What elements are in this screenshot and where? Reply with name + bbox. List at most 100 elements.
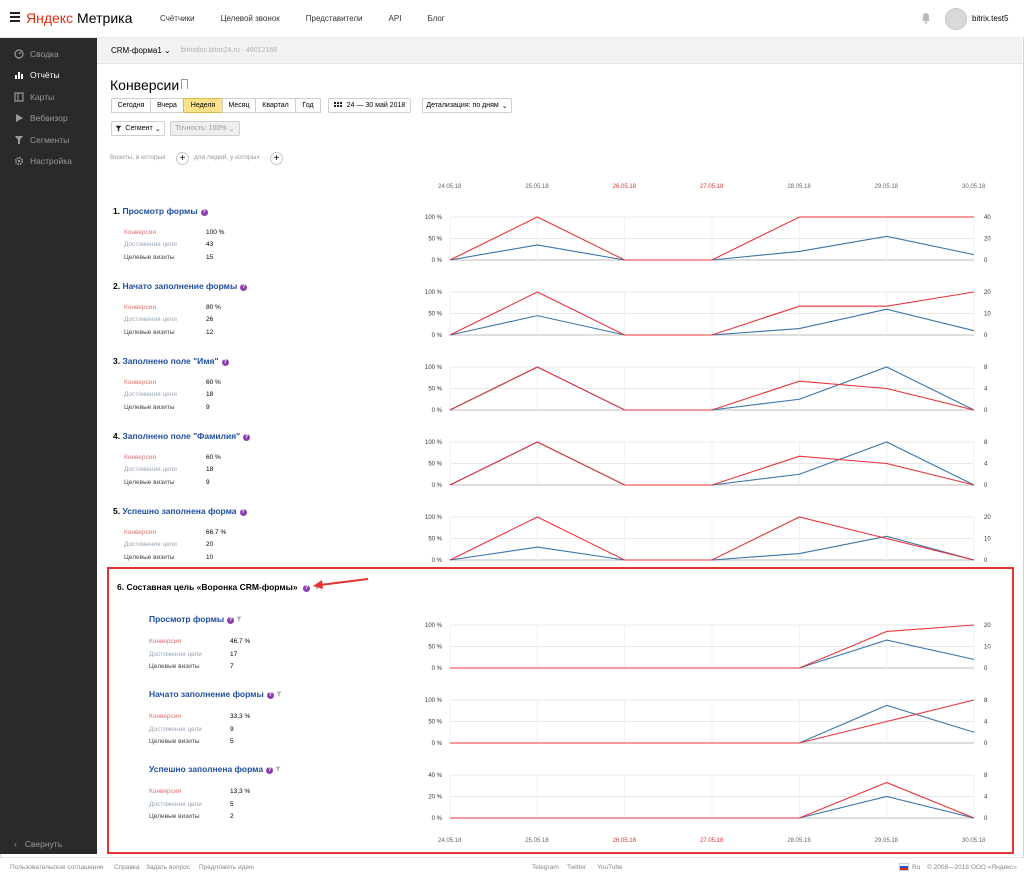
segment-button[interactable]: Сегмент ⌄ <box>111 121 165 136</box>
footer-link-telegram[interactable]: Telegram <box>532 864 559 871</box>
add-visits-condition-button[interactable]: + <box>176 152 189 165</box>
conversion-value: 13,3 % <box>230 788 251 795</box>
sidebar-item-summary[interactable]: Сводка <box>0 44 97 64</box>
counter-bar: CRM-форма1 ⌄ bitrixdoc.bitrix24.ru · 490… <box>97 38 1022 64</box>
footer: Пользовательское соглашение Справка Зада… <box>0 857 1024 878</box>
goal-title[interactable]: 5. Успешно заполнена форма? <box>113 506 247 516</box>
goal-title[interactable]: 1. Просмотр формы? <box>113 206 208 216</box>
pct-tick-label: 50 % <box>428 312 442 318</box>
help-icon[interactable]: ? <box>221 359 229 366</box>
target-visits-value: 10 <box>206 554 214 561</box>
composite-goal-title[interactable]: 6. Составная цель «Воронка CRM-формы» ? <box>117 582 320 592</box>
conversion-value: 33,3 % <box>230 713 251 720</box>
sidebar-item-segments[interactable]: Сегменты <box>0 130 97 150</box>
pct-tick-label: 0 % <box>432 408 443 414</box>
nav-target-call[interactable]: Целевой звонок <box>220 14 280 23</box>
goal-title[interactable]: 3. Заполнено поле "Имя"? <box>113 356 229 366</box>
pct-tick-label: 20 % <box>428 795 442 801</box>
goal-chart: 100 % 8 50 % 4 0 % 0 <box>425 440 988 489</box>
composite-goal-name: Составная цель «Воронка CRM-формы» <box>126 582 298 592</box>
count-tick-label: 0 <box>984 408 988 414</box>
nav-representatives[interactable]: Представители <box>305 14 363 23</box>
help-icon[interactable]: ? <box>240 284 248 291</box>
date-tick-label: 30.05.18 <box>962 184 986 190</box>
sidebar-collapse[interactable]: ‹ Свернуть <box>0 834 97 854</box>
accuracy-dropdown[interactable]: Точность: 100% ⌄ <box>170 121 240 136</box>
count-tick-label: 20 <box>984 515 991 521</box>
sidebar-item-label: Отчёты <box>30 70 60 80</box>
bell-icon[interactable] <box>921 12 931 24</box>
sidebar-item-label: Сегменты <box>30 135 70 145</box>
goal-title[interactable]: 2. Начато заполнение формы? <box>113 281 248 291</box>
footer-lang[interactable]: Ru <box>912 864 921 871</box>
conversion-value: 60 % <box>206 454 221 461</box>
footer-link-twitter[interactable]: Twitter <box>567 864 587 871</box>
goal-number: 2. <box>113 281 121 291</box>
sidebar-item-webvisor[interactable]: Вебвизор <box>0 108 97 128</box>
bookmark-icon[interactable] <box>181 79 188 89</box>
period-month[interactable]: Месяц <box>222 98 256 113</box>
date-range-picker[interactable]: 24 — 30 май 2018 <box>328 98 411 113</box>
goal-title[interactable]: 4. Заполнено поле "Фамилия"? <box>113 431 251 441</box>
flag-icon[interactable] <box>899 863 909 871</box>
footer-link-agreement[interactable]: Пользовательское соглашение <box>10 864 104 871</box>
sidebar-item-reports[interactable]: Отчёты <box>0 65 97 85</box>
help-icon[interactable]: ? <box>266 767 274 774</box>
help-icon[interactable]: ? <box>243 434 251 441</box>
period-quarter[interactable]: Квартал <box>255 98 296 113</box>
count-tick-label: 4 <box>984 795 988 801</box>
nav-api[interactable]: API <box>388 14 402 23</box>
calendar-icon <box>333 101 342 107</box>
date-tick-label: 24.05.18 <box>438 838 462 844</box>
pct-tick-label: 40 % <box>428 773 442 779</box>
period-yesterday[interactable]: Вчера <box>150 98 184 113</box>
help-icon[interactable]: ? <box>303 585 311 592</box>
conversion-series-line <box>450 624 975 669</box>
collapse-label: Свернуть <box>24 839 63 849</box>
target-visits-value: 9 <box>206 404 210 411</box>
counter-meta: bitrixdoc.bitrix24.ru · 49012166 <box>181 47 278 54</box>
footer-link-youtube[interactable]: YouTube <box>597 864 623 871</box>
step-title[interactable]: Успешно заполнена форма? <box>149 764 281 774</box>
target-visits-label: Целевые визиты <box>124 404 175 411</box>
help-icon[interactable]: ? <box>266 692 274 699</box>
date-tick-label: 26.05.18 <box>612 184 637 190</box>
period-year[interactable]: Год <box>295 98 321 113</box>
achievements-value: 43 <box>206 241 214 248</box>
conversion-series-line <box>450 699 975 744</box>
footer-link-suggest[interactable]: Предложить идею <box>199 864 255 871</box>
goal-number: 1. <box>113 206 121 216</box>
detail-dropdown[interactable]: Детализация: по дням ⌄ <box>422 98 512 113</box>
menu-icon[interactable] <box>10 12 20 22</box>
step-title[interactable]: Начато заполнение формы? <box>149 689 282 699</box>
help-icon[interactable]: ? <box>200 209 208 216</box>
pct-tick-label: 0 % <box>432 333 443 339</box>
arrow-annotation-icon <box>313 578 369 589</box>
footer-link-help[interactable]: Справка <box>114 864 140 871</box>
help-icon[interactable]: ? <box>239 509 247 516</box>
footer-link-ask[interactable]: Задать вопрос <box>146 864 190 871</box>
conversion-series-line <box>450 781 975 819</box>
help-icon[interactable]: ? <box>227 617 235 624</box>
period-week[interactable]: Неделя <box>183 98 223 113</box>
sidebar-item-settings[interactable]: Настройка <box>0 151 97 171</box>
target-visits-value: 15 <box>206 254 214 261</box>
period-today[interactable]: Сегодня <box>111 98 151 113</box>
target-visits-label: Целевые визиты <box>124 329 175 336</box>
sidebar-item-maps[interactable]: Карты <box>0 87 97 107</box>
goal-number: 5. <box>113 506 121 516</box>
nav-blog[interactable]: Блог <box>427 14 445 23</box>
nav-counters[interactable]: Счётчики <box>160 14 195 23</box>
add-people-condition-button[interactable]: + <box>270 152 283 165</box>
count-tick-label: 8 <box>984 698 988 704</box>
dashboard-icon <box>14 49 24 59</box>
counter-selector[interactable]: CRM-форма1 ⌄ <box>111 46 171 55</box>
pct-tick-label: 100 % <box>425 215 443 221</box>
achievements-label: Достижения цели <box>124 466 177 473</box>
chevron-down-icon: ⌄ <box>154 125 161 133</box>
logo[interactable]: Яндекс Метрика <box>26 10 132 26</box>
conversion-value: 80 % <box>206 304 221 311</box>
step-title[interactable]: Просмотр формы? <box>149 614 242 624</box>
avatar[interactable] <box>945 8 967 30</box>
username[interactable]: bitrix.test5 <box>972 14 1009 23</box>
